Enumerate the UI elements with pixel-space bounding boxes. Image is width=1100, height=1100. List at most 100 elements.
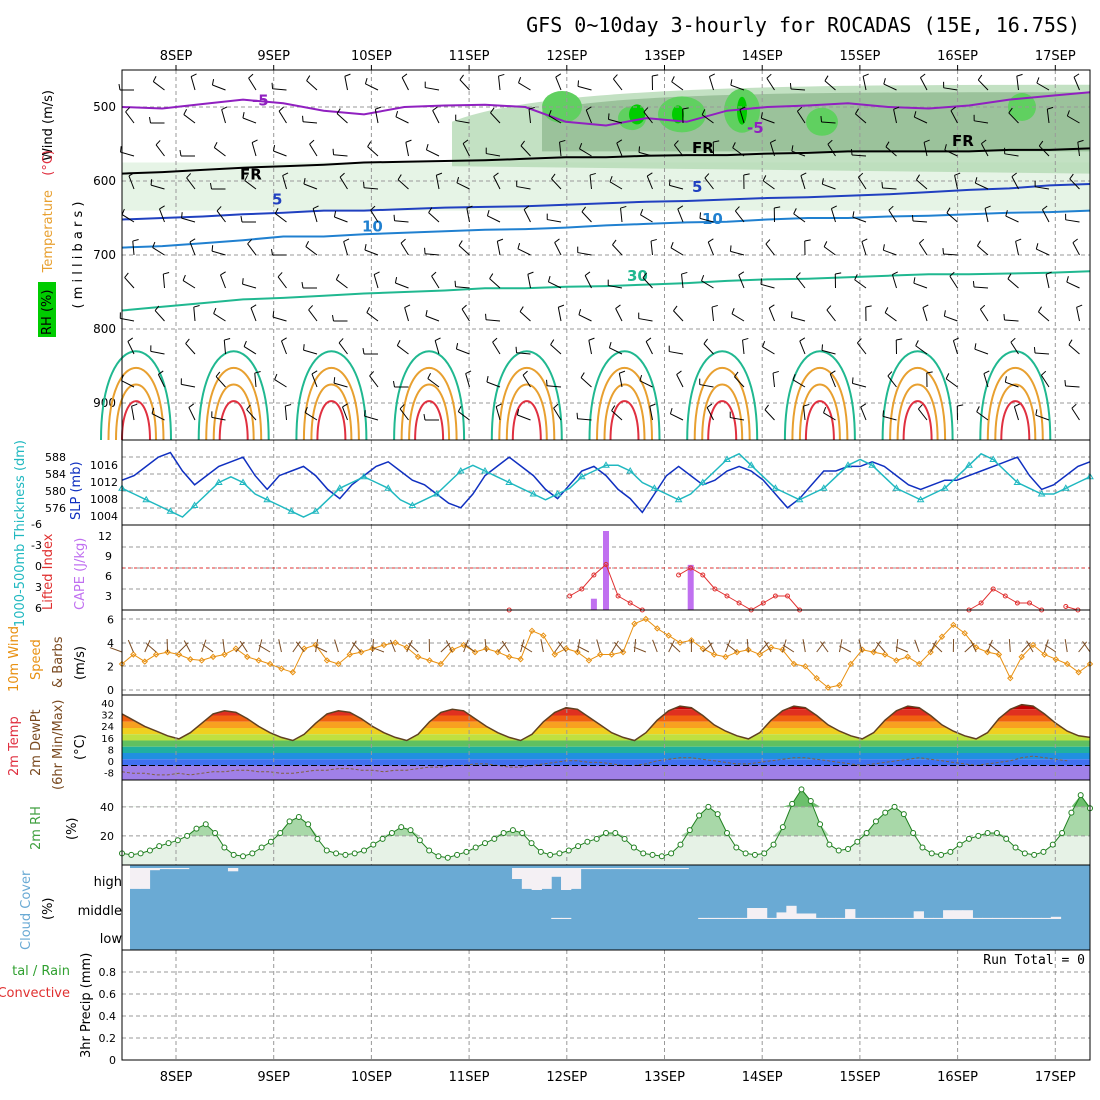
wind-barb-flag (821, 344, 824, 351)
rh-marker (314, 835, 321, 842)
wind-barb (860, 406, 867, 421)
right-tick-label: 1016 (90, 459, 118, 472)
wind-barb-flag (1008, 107, 1013, 114)
rh-area-mid (122, 789, 1090, 836)
cloud-middle-bar (962, 910, 973, 919)
wind-speed-marker (995, 651, 1003, 658)
wind-barb-flag (581, 206, 586, 213)
rh-marker (779, 824, 786, 831)
cloud-middle-bar (1031, 917, 1042, 919)
wind-barb-flag (953, 337, 959, 342)
cloud-level-label: low (100, 932, 123, 947)
wind-barb-10m (930, 640, 937, 653)
wind-barb (618, 373, 623, 388)
wind-barb (272, 316, 287, 322)
wind-barb-flag (883, 78, 886, 85)
thickness-marker (311, 507, 320, 514)
wind-barb-flag (395, 110, 399, 118)
wind-barb (516, 352, 531, 355)
wind-barb-flag (742, 337, 749, 341)
wind-barb-10m (577, 639, 581, 653)
isotherm-neg5 (121, 91, 1091, 127)
unit-label: (%) (41, 898, 56, 921)
boundary-layer-isotherm (316, 400, 347, 441)
wind-barb (465, 373, 470, 388)
wind-barb-flag (339, 172, 345, 178)
wind-barb-flag (762, 175, 767, 181)
rh-marker (751, 851, 758, 858)
wind-barb-flag (520, 140, 525, 147)
wind-speed-marker (779, 646, 786, 653)
date-label: 17SEP (1035, 1070, 1076, 1085)
rh-marker (882, 809, 889, 816)
wind-barb (405, 142, 409, 157)
wind-barb (730, 250, 745, 256)
wind-barb-flag (462, 139, 469, 144)
wind-barb (548, 115, 562, 124)
wind-barb (826, 309, 836, 322)
rh-marker (742, 850, 749, 857)
wind-barb-flag (213, 142, 218, 148)
temp-band (122, 759, 1090, 766)
wind-barb-flag (405, 139, 412, 143)
wind-barb-flag (397, 174, 402, 180)
wind-barb-flag (302, 115, 304, 122)
wind-barb (638, 318, 653, 322)
rh-marker (174, 837, 181, 844)
wind-barb-flag (608, 341, 612, 349)
wind-barb (650, 241, 653, 256)
rh-marker (649, 851, 656, 858)
wind-barb-flag (128, 172, 135, 177)
wind-barb (182, 280, 196, 289)
temp-band (122, 734, 1090, 741)
boundary-layer-isotherm (205, 366, 263, 441)
wind-barb (150, 350, 165, 355)
wind-barb (882, 415, 897, 421)
wind-barb-flag (519, 306, 524, 312)
y-tick-label: 16 (101, 734, 114, 745)
cloud-middle-bar (707, 917, 719, 919)
panel-slp-thickness: 576 580 584 588 1004 1008 1012 1016 1000-500mb T… (13, 439, 1094, 627)
lifted-index-marker (1063, 604, 1069, 609)
wind-barb-flag (456, 176, 460, 184)
rh-marker (249, 850, 256, 857)
cloud-middle-bar (551, 917, 562, 919)
wind-barb-flag (612, 239, 617, 246)
wind-barb (434, 340, 440, 355)
wind-barb-10m (463, 639, 469, 653)
wind-barb-flag (155, 140, 161, 146)
wind-barb-10m (146, 643, 157, 653)
wind-barb (772, 373, 775, 388)
wind-barb-flag (585, 106, 592, 111)
cloud-middle-bar (561, 917, 572, 919)
right-tick-label: 1008 (90, 493, 118, 506)
wind-barb-flag (364, 77, 368, 85)
wind-barb (827, 143, 836, 157)
wind-barb-flag (455, 343, 459, 350)
wind-barb-flag (920, 73, 926, 79)
cloud-middle-bar (913, 911, 924, 919)
rh-marker (835, 847, 842, 854)
wind-barb (791, 150, 806, 157)
wind-barb (273, 150, 287, 157)
lifted-index-marker (785, 593, 790, 599)
thickness-marker (602, 461, 610, 468)
wind-barb-flag (423, 414, 426, 421)
wind-barb-flag (181, 212, 183, 219)
cloud-high-bar (130, 868, 141, 889)
wind-barb-flag (152, 76, 157, 82)
wind-barb (887, 375, 897, 388)
wind-barb-flag (668, 179, 671, 186)
wind-barb-flag (823, 407, 827, 413)
wind-barb (1004, 319, 1019, 322)
wind-barb (425, 87, 440, 91)
wind-barb (945, 378, 958, 388)
lifted-index-marker (1014, 600, 1020, 606)
cloud-middle-bar (933, 917, 944, 919)
wind-speed-marker (927, 648, 934, 656)
lifted-index-marker (724, 593, 730, 599)
wind-barb-flag (772, 370, 779, 374)
temp-band (122, 728, 1090, 735)
wind-barb (1046, 109, 1050, 124)
wind-speed-marker (1018, 653, 1025, 661)
